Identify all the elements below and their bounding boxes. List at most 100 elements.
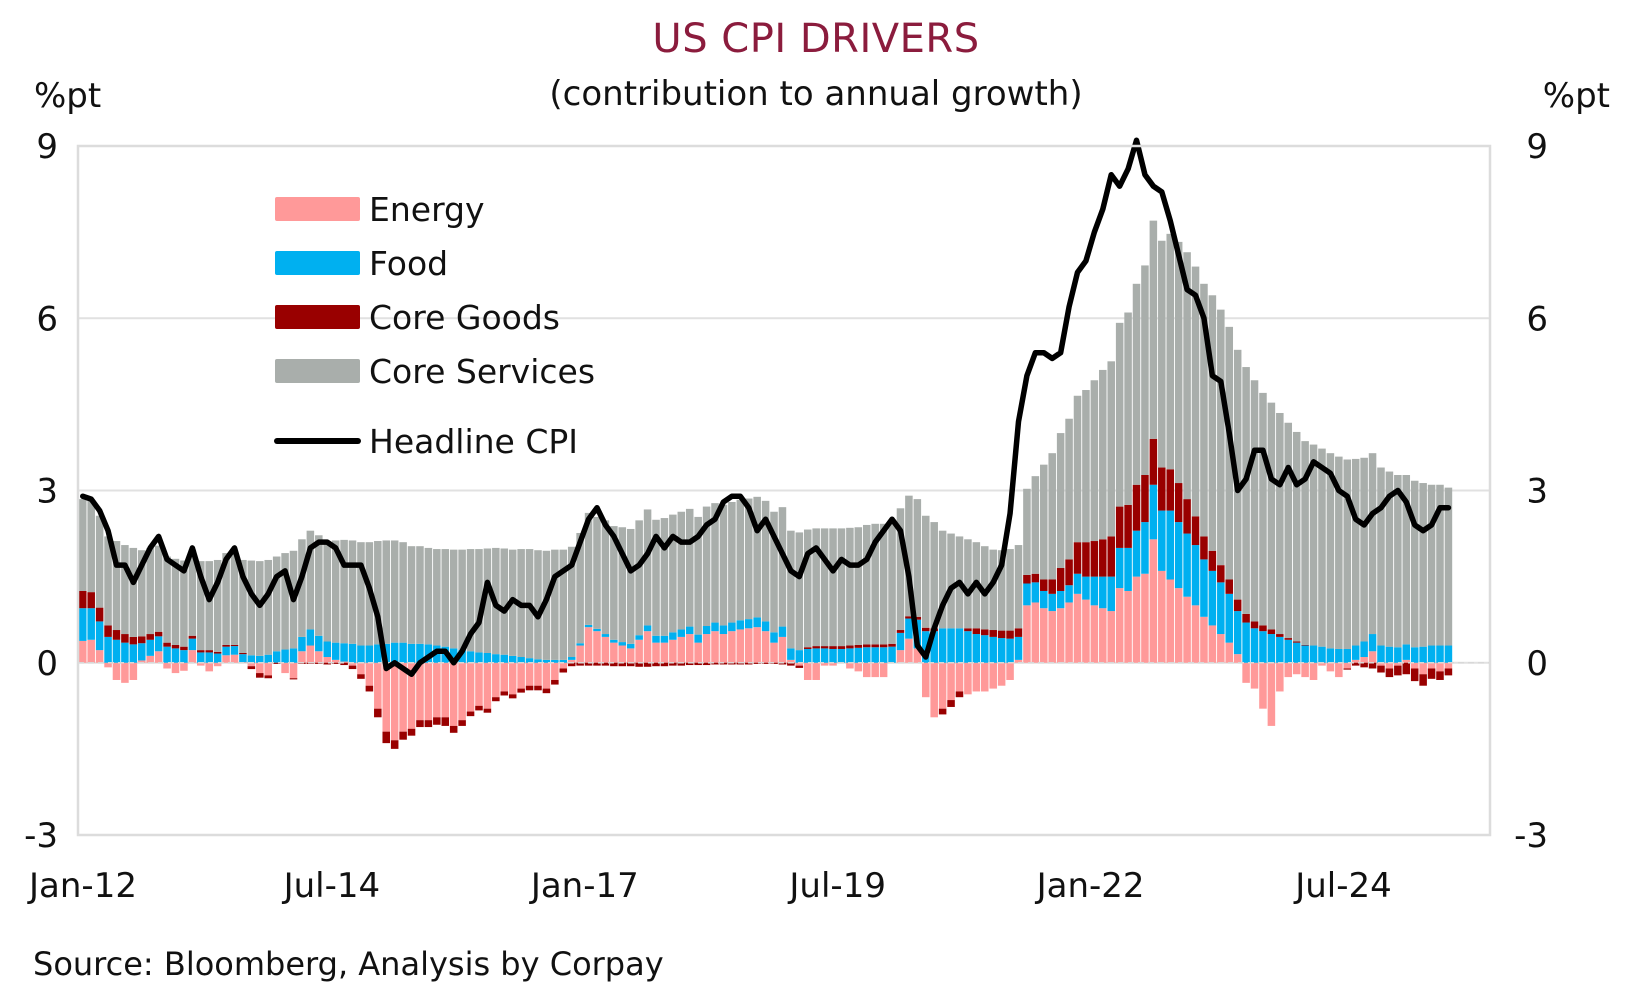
bar-core-services <box>576 532 584 644</box>
bar-core-services <box>829 528 837 647</box>
bar-energy <box>1259 662 1267 709</box>
bar-food <box>138 643 146 661</box>
bar-core-goods <box>289 678 298 680</box>
bar-food <box>390 642 399 663</box>
bar-core-goods <box>247 666 256 670</box>
bar-core-goods <box>567 662 576 667</box>
bar-food <box>744 619 753 629</box>
bar-core-services <box>213 559 222 652</box>
bar-food <box>871 647 879 663</box>
bar-food <box>1250 628 1259 663</box>
bar-food <box>1208 570 1217 626</box>
bar-core-goods <box>95 607 104 622</box>
bar-core-services <box>416 546 424 644</box>
bar-food <box>736 620 745 630</box>
bar-core-goods <box>492 697 500 702</box>
bar-energy <box>1099 608 1107 663</box>
bar-core-services <box>551 549 559 660</box>
bar-core-services <box>803 529 812 648</box>
bar-core-goods <box>1183 499 1191 534</box>
bar-core-goods <box>719 662 728 665</box>
bar-core-services <box>146 547 154 635</box>
bar-food <box>1107 576 1115 612</box>
bar-food <box>1023 583 1031 606</box>
bar-core-services <box>694 516 702 635</box>
bar-energy <box>1326 662 1335 672</box>
bar-core-services <box>1351 458 1360 646</box>
bar-energy <box>669 639 677 663</box>
bar-food <box>306 629 315 646</box>
bar-energy <box>399 662 407 732</box>
bar-energy <box>803 662 812 680</box>
bar-energy <box>374 662 382 709</box>
bar-food <box>1368 634 1377 652</box>
bar-core-services <box>230 553 239 645</box>
bar-energy <box>702 634 711 663</box>
bar-energy <box>281 662 289 674</box>
bar-energy <box>1031 602 1040 663</box>
bar-food <box>635 635 643 640</box>
bar-energy <box>601 636 610 663</box>
bar-core-goods <box>390 740 399 749</box>
bar-core-goods <box>905 616 913 619</box>
y-tick-label-right: 3 <box>1526 472 1548 512</box>
bar-core-services <box>1124 312 1132 505</box>
legend: Energy Food Core Goods Core Services Headlin… <box>274 190 595 461</box>
bar-energy <box>1385 662 1394 669</box>
bar-energy <box>1250 662 1259 689</box>
bar-core-goods <box>1402 662 1411 675</box>
bar-energy <box>1048 611 1056 663</box>
bar-core-services <box>1360 457 1368 642</box>
bar-core-goods <box>981 629 989 636</box>
bar-food <box>1014 636 1023 660</box>
bar-core-services <box>635 520 643 636</box>
bar-food <box>1090 576 1099 606</box>
bar-core-goods <box>1410 668 1419 682</box>
bar-energy <box>483 662 492 709</box>
bar-energy <box>348 662 357 666</box>
bar-core-services <box>1217 309 1225 566</box>
bar-food <box>778 626 787 637</box>
bar-core-goods <box>753 662 761 664</box>
bar-core-goods <box>1107 536 1115 577</box>
bar-core-goods <box>188 635 197 639</box>
bar-core-services <box>997 550 1006 631</box>
bar-energy <box>1115 588 1124 663</box>
y-axis-unit-right: %pt <box>1542 76 1610 116</box>
bar-food <box>483 652 492 663</box>
y-tick-label-right: 9 <box>1526 127 1548 167</box>
bar-food <box>1099 576 1107 609</box>
bar-core-services <box>1132 283 1141 485</box>
bar-energy <box>922 662 930 698</box>
bar-core-goods <box>584 662 593 666</box>
bar-food <box>846 648 854 663</box>
bar-core-services <box>104 536 112 626</box>
bar-energy <box>1082 599 1090 663</box>
bar-food <box>955 628 964 663</box>
bar-food <box>1217 582 1225 635</box>
bar-food <box>264 654 272 663</box>
bar-core-services <box>854 527 863 645</box>
bar-energy <box>323 657 331 663</box>
bar-energy <box>626 648 635 663</box>
bar-food <box>281 649 289 663</box>
bar-food <box>340 643 348 662</box>
bar-core-goods <box>736 662 745 665</box>
bar-core-services <box>610 526 618 640</box>
bar-energy <box>981 662 989 692</box>
y-tick-label-left: 0 <box>36 644 58 684</box>
bar-food <box>247 655 256 663</box>
bar-energy <box>1284 662 1293 678</box>
bar-core-goods <box>1368 662 1377 669</box>
bar-core-services <box>399 542 407 643</box>
bar-food <box>888 646 896 663</box>
bar-core-goods <box>1276 634 1284 637</box>
bar-core-goods <box>820 646 829 649</box>
bar-core-goods <box>1006 630 1014 639</box>
bar-core-services <box>1082 390 1090 543</box>
bar-energy <box>1233 654 1242 663</box>
bar-energy <box>753 627 761 663</box>
bar-energy <box>905 638 913 663</box>
bar-core-services <box>1090 380 1099 542</box>
bar-food <box>1233 611 1242 655</box>
